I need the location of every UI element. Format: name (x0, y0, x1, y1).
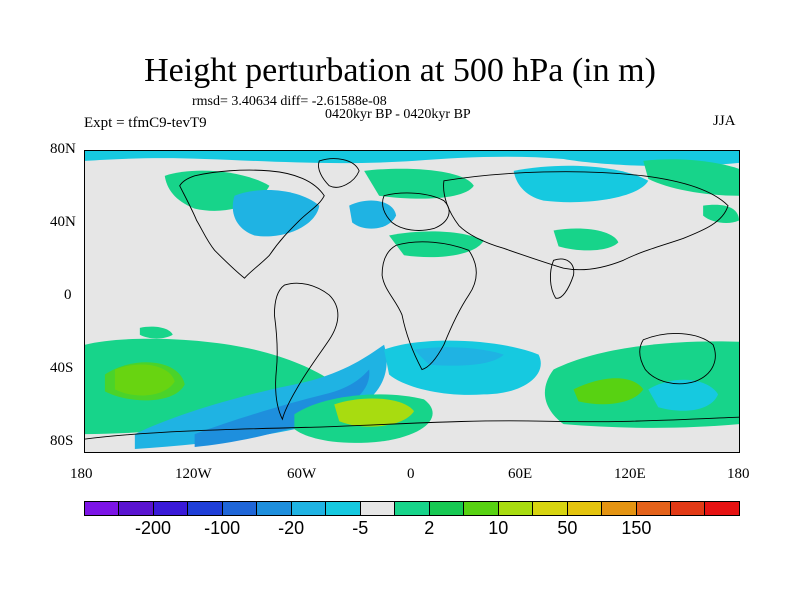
contour-field (85, 151, 739, 450)
colorbar-swatch-0 (85, 502, 120, 515)
rmsd-subtitle: rmsd= 3.40634 diff= -2.61588e-08 (192, 94, 387, 109)
colorbar-label-3: -5 (352, 518, 369, 538)
coastline-north-america (179, 169, 325, 279)
colorbar-swatch-18 (705, 502, 739, 515)
map-panel (84, 150, 740, 453)
colorbar-swatch-6 (291, 502, 327, 515)
colorbar-swatch-3 (188, 502, 223, 515)
colorbar-swatch-5 (257, 502, 292, 515)
lon-tick-0: 0 (407, 466, 415, 482)
colorbar-label-1: -100 (204, 518, 241, 538)
lon-tick-180e: 180 (727, 466, 750, 482)
lat-tick-40n: 40N (50, 214, 76, 230)
contour-yellow-south-atlantic (334, 398, 414, 427)
lat-tick-80s: 80S (50, 433, 74, 449)
contour-green-central-asia (553, 228, 619, 251)
colorbar-swatch-12 (498, 502, 534, 515)
coastline-australia (639, 333, 716, 385)
contour-blue-south-australia (648, 379, 719, 411)
colorbar-swatch-13 (533, 502, 568, 515)
contour-blue-arctic (85, 151, 739, 167)
contour-blue-siberia (513, 165, 649, 203)
lat-tick-0: 0 (64, 287, 72, 303)
contour-green-indian-ocean (544, 341, 739, 428)
colorbar-swatch-10 (429, 502, 465, 515)
colorbar-label-2: -20 (278, 518, 305, 538)
experiment-label: Expt = tfmC9-tevT9 (84, 115, 207, 131)
colorbar-swatch-14 (567, 502, 603, 515)
coastlines (85, 158, 739, 440)
lon-tick-120e: 120E (614, 466, 646, 482)
colorbar-label-7: 150 (621, 518, 652, 538)
colorbar-swatch-1 (119, 502, 154, 515)
map-title: Height perturbation at 500 hPa (in m) (144, 52, 656, 89)
contour-green-mediterranean (389, 231, 484, 258)
coastline-india (549, 258, 575, 299)
colorbar-label-5: 10 (488, 518, 509, 538)
colorbar-swatch-16 (636, 502, 671, 515)
season-label: JJA (713, 113, 736, 129)
colorbar-swatch-15 (602, 502, 637, 515)
colorbar-swatch-9 (395, 502, 430, 515)
contour-lightgreen-indian (573, 378, 644, 405)
lon-tick-60w: 60W (287, 466, 317, 482)
lat-tick-40s: 40S (50, 360, 74, 376)
contour-blue-subtropical-indian (413, 347, 504, 366)
contour-blue-north-america (232, 190, 320, 237)
colorbar-label-6: 50 (557, 518, 578, 538)
contour-green-equatorial-pacific (139, 326, 173, 339)
contour-lightgreen-south-pacific (104, 362, 185, 401)
colorbar-swatch-8 (360, 502, 396, 515)
lon-tick-180w: 180 (70, 466, 93, 482)
contour-darkblue-south-pacific (194, 369, 370, 448)
colorbar-label-0: -200 (135, 518, 172, 538)
coastline-asia (443, 171, 729, 271)
lon-tick-120w: 120W (175, 466, 212, 482)
coastline-south-america (273, 282, 339, 421)
contour-blue-south-pacific (134, 344, 387, 450)
colorbar-swatch-4 (222, 502, 258, 515)
period-subtitle: 0420kyr BP - 0420kyr BP (325, 107, 471, 122)
contour-blue-north-atlantic (349, 200, 397, 229)
contour-green-asia (643, 159, 739, 196)
coastline-greenland (318, 158, 360, 188)
coastline-africa (381, 241, 477, 371)
colorbar-label-4: 2 (424, 518, 435, 538)
contour-green-atlantic (364, 168, 474, 199)
colorbar-swatch-7 (326, 502, 361, 515)
coastline-europe (382, 192, 450, 231)
colorbar-swatch-17 (670, 502, 706, 515)
lon-tick-60e: 60E (508, 466, 533, 482)
colorbar (84, 501, 740, 516)
colorbar-swatch-11 (464, 502, 499, 515)
coastline-antarctica (85, 416, 739, 440)
colorbar-swatch-2 (153, 502, 189, 515)
lat-tick-80n: 80N (50, 141, 76, 157)
contour-green-west-pacific (703, 204, 739, 224)
